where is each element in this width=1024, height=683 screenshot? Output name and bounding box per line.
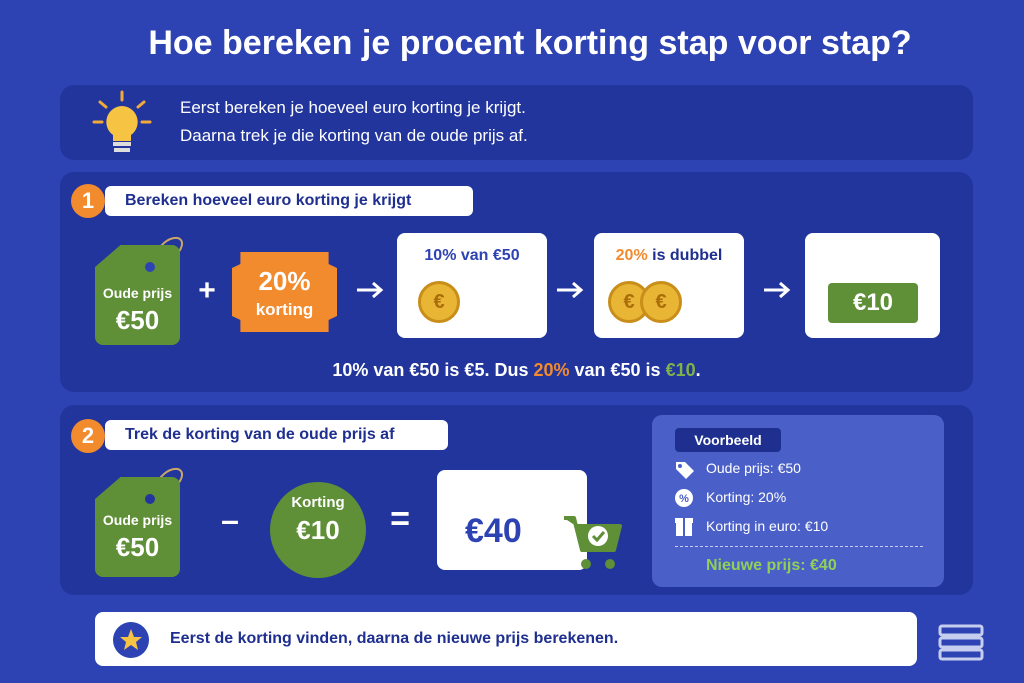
card-title: 20% is dubbel <box>594 247 744 265</box>
result-value: €40 <box>465 512 522 550</box>
example-item: Oude prijs: €50 <box>706 460 801 476</box>
intro-panel <box>60 85 973 160</box>
example-icons: % <box>675 462 694 536</box>
card-title: 10% van €50 <box>397 247 547 265</box>
svg-text:%: % <box>679 493 689 505</box>
step-heading: Bereken hoeveel euro korting je krijgt <box>105 186 473 216</box>
coin: € <box>640 281 682 323</box>
books-icon <box>938 624 984 661</box>
card-result: = €5 <box>472 292 506 311</box>
divider <box>675 546 923 547</box>
bulb-icon <box>92 90 152 152</box>
step-badge: 2 <box>71 419 105 453</box>
discount-label: Korting <box>291 494 345 511</box>
card-title: De korting is <box>827 247 918 264</box>
equals-operator: = <box>390 500 410 538</box>
arrow <box>764 281 791 299</box>
calc-card <box>397 233 547 338</box>
card-title-pct: 10% <box>424 247 457 264</box>
star-icon <box>113 622 149 658</box>
tag-price: €50 <box>115 532 160 562</box>
summary: 10% van €50 is €5. Dus 20% van €50 is €1… <box>60 360 973 381</box>
discount-ticket <box>232 252 337 332</box>
discount-label: korting <box>255 300 314 319</box>
intro-line: Eerst bereken je hoeveel euro korting je… <box>180 98 526 117</box>
price-tag <box>95 477 180 577</box>
title: Hoe bereken je procent korting stap voor… <box>148 24 912 62</box>
discount-circle <box>270 482 366 578</box>
summary-part: 20% <box>533 360 570 380</box>
coin: € <box>418 281 460 323</box>
summary-part: . <box>695 360 701 380</box>
summary-part: 10% van €50 is €5. Dus <box>332 360 534 380</box>
tag-hole <box>145 494 155 504</box>
arrow <box>557 281 584 299</box>
example-title: Voorbeeld <box>675 428 781 452</box>
card-title-pct: 20% <box>615 247 648 264</box>
tag-label: Oude prijs <box>102 512 173 528</box>
footer-text: Eerst de korting vinden, daarna de nieuw… <box>170 630 619 647</box>
arrow <box>357 281 384 299</box>
step-heading: Trek de korting van de oude prijs af <box>105 420 448 450</box>
plus-operator: + <box>198 274 216 307</box>
step-badge: 1 <box>71 184 105 218</box>
result-label: Nieuwe prijs <box>460 485 549 502</box>
example-result: Nieuwe prijs: €40 <box>706 557 837 574</box>
card-result: = €10 <box>690 292 734 311</box>
card-title-rest: is dubbel <box>647 247 723 264</box>
result-card <box>437 470 587 570</box>
tag-price: €50 <box>115 305 160 335</box>
discount-value: €10 <box>296 515 340 545</box>
card-title-rest: van €50 <box>456 247 520 264</box>
example-item: Korting in euro: €10 <box>706 518 829 534</box>
price-tag <box>95 245 180 345</box>
cart-icon <box>564 516 622 569</box>
summary-part: €10 <box>665 360 696 380</box>
minus-operator: – <box>221 502 239 538</box>
intro-line: Daarna trek je die korting van de oude p… <box>180 126 528 145</box>
summary-part: van €50 is <box>569 360 666 380</box>
discount-value: €10 <box>828 283 918 323</box>
tag-label: Oude prijs <box>102 285 173 301</box>
tag-hole <box>145 262 155 272</box>
discount-percent: 20% <box>258 266 311 296</box>
example-item: Korting: 20% <box>706 489 787 505</box>
footer-bar <box>95 612 917 666</box>
